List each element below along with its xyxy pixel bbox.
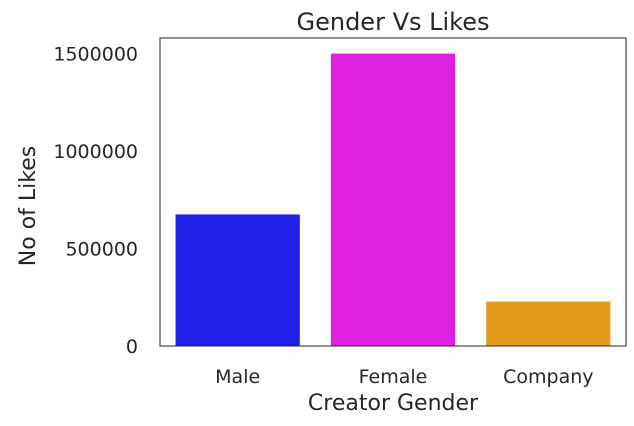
y-tick-label: 500000 (65, 239, 138, 261)
x-tick-label: Male (215, 366, 260, 388)
chart-title: Gender Vs Likes (297, 8, 490, 36)
y-tick-label: 1000000 (53, 141, 138, 163)
bars-group (175, 53, 611, 346)
bar-company (486, 301, 611, 346)
y-axis-label: No of Likes (16, 146, 41, 266)
x-ticks-group: Male Female Company (215, 366, 593, 388)
bar-male (175, 214, 300, 346)
y-tick-label: 0 (126, 336, 138, 358)
x-tick-label: Company (503, 366, 593, 388)
x-axis-label: Creator Gender (308, 391, 479, 416)
y-tick-label: 1500000 (53, 44, 138, 66)
x-tick-label: Female (359, 366, 428, 388)
y-ticks-group: 0 500000 1000000 1500000 (53, 44, 138, 358)
bar-female (330, 53, 456, 346)
plot-frame (159, 37, 627, 347)
